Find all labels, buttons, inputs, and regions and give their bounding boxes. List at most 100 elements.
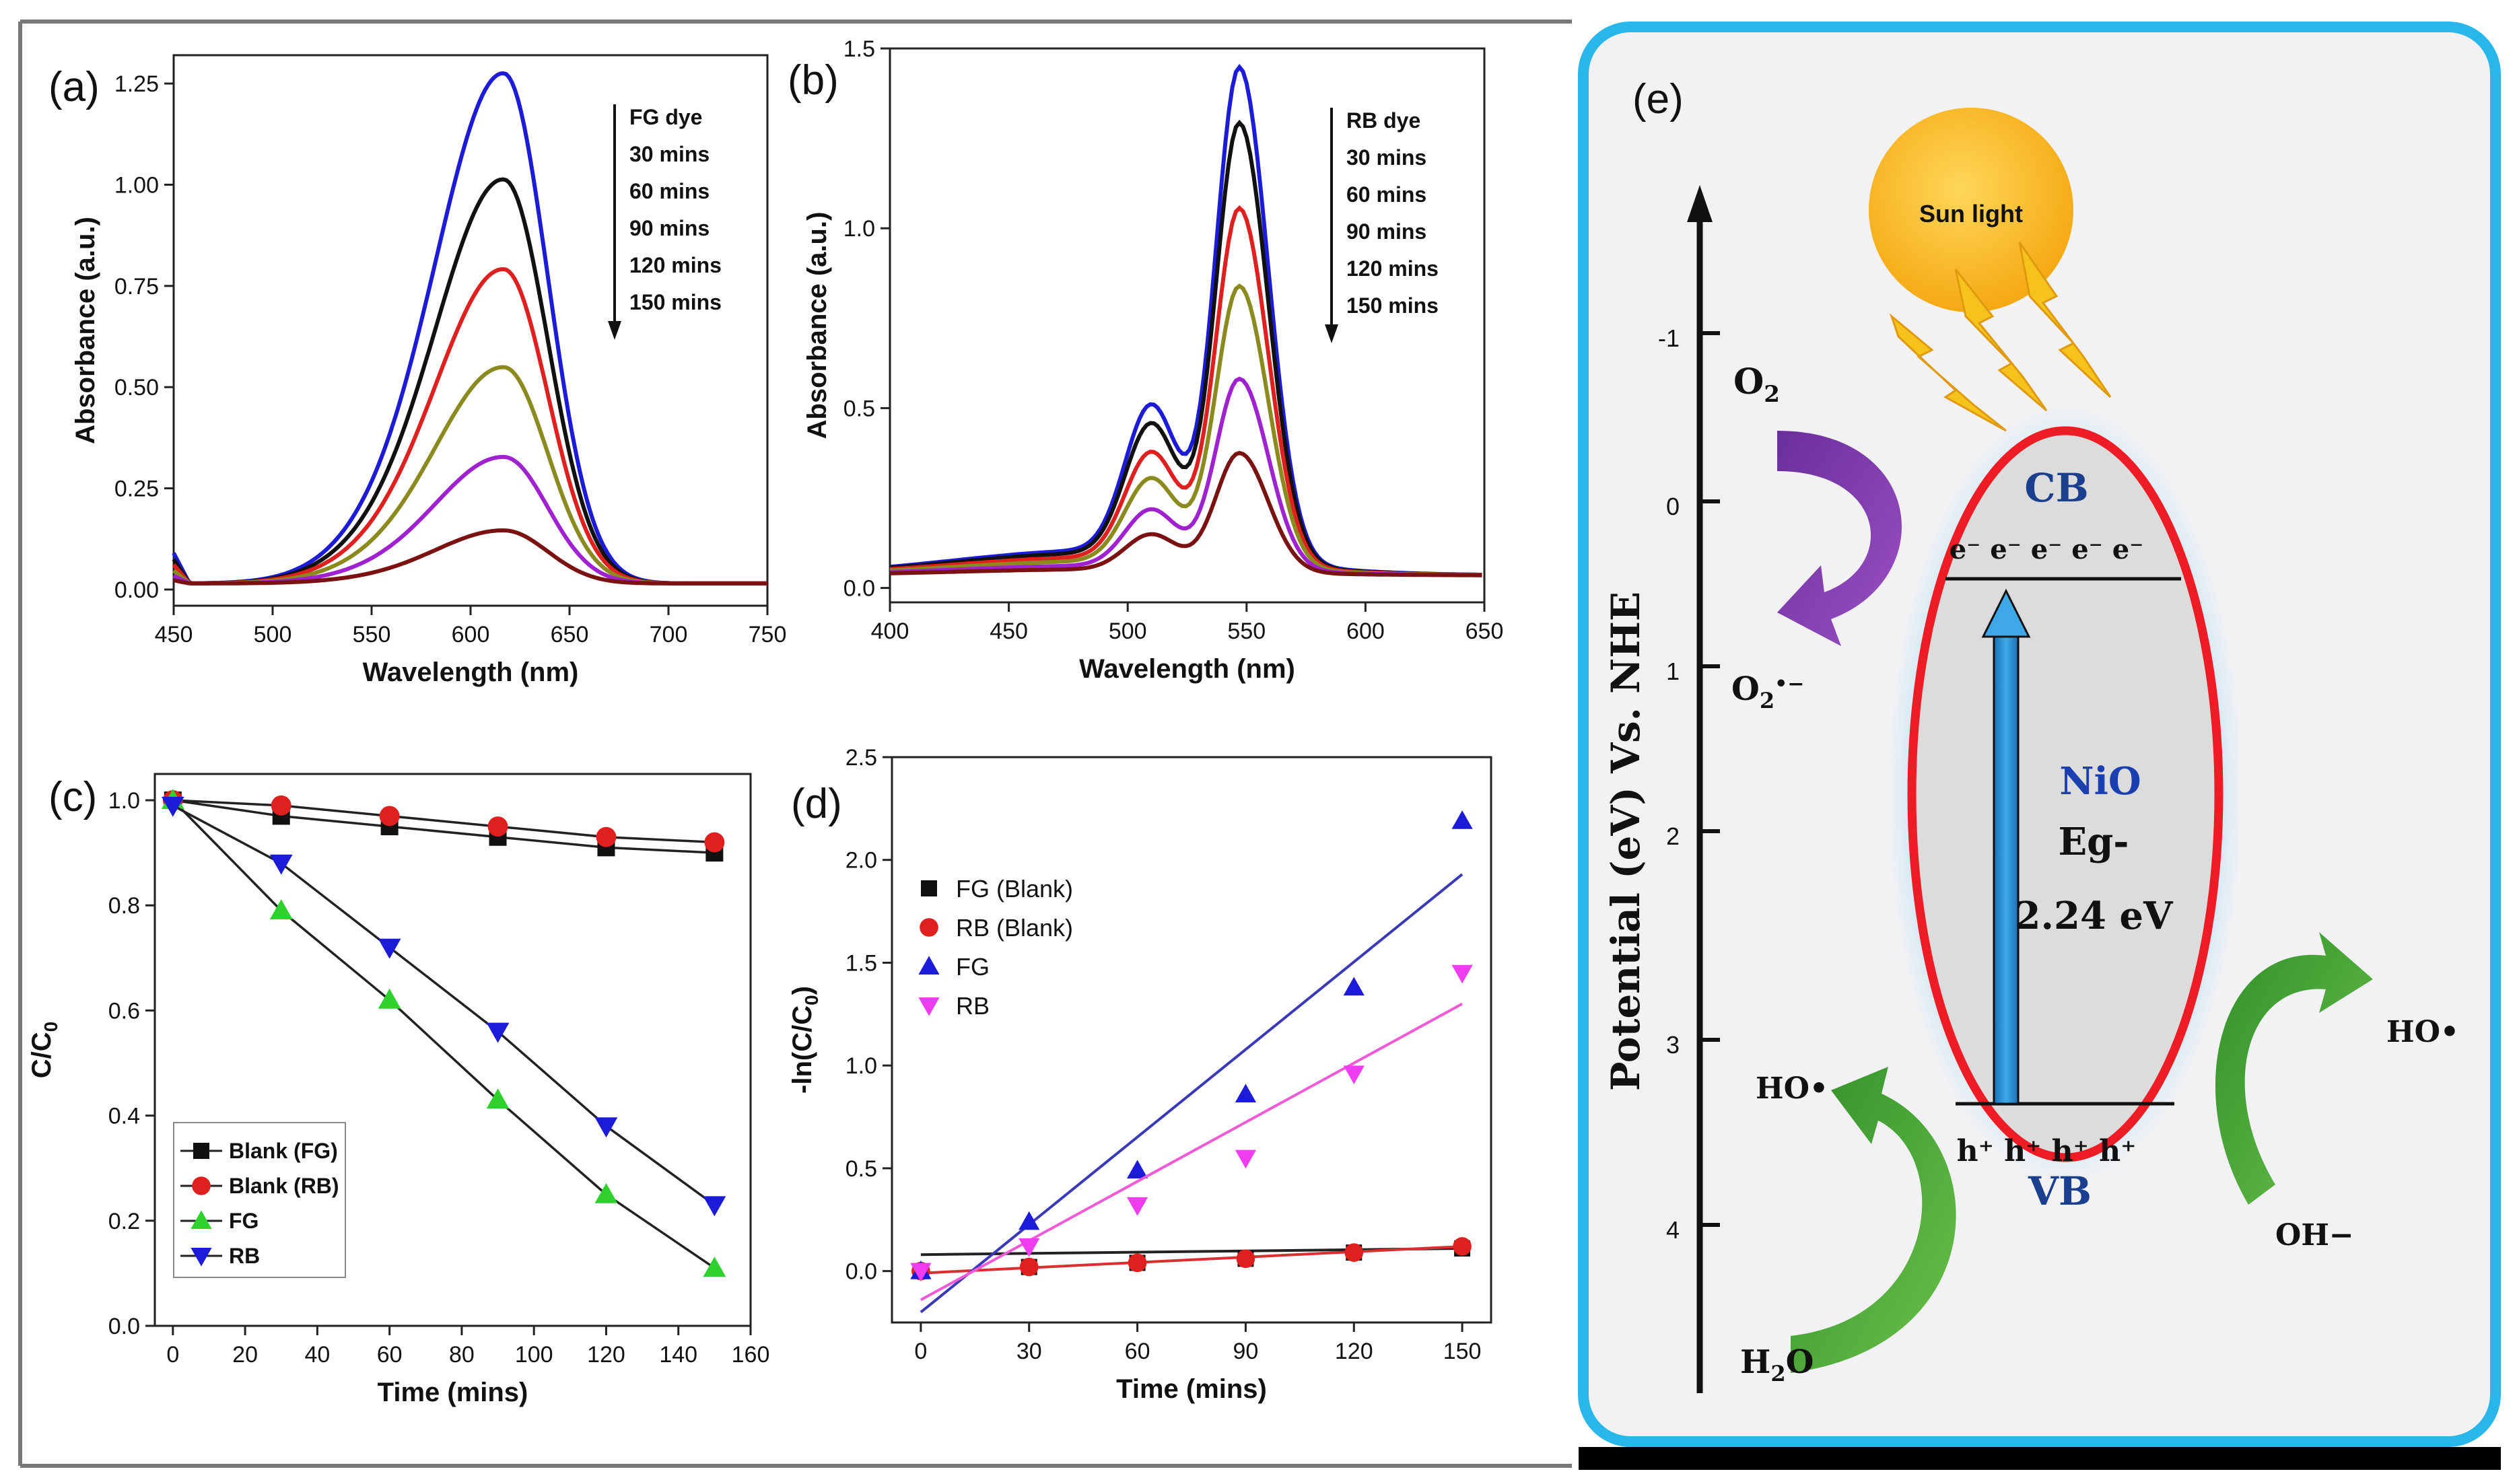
legend-marker [193,1143,209,1159]
y-axis-label: C/C0 [27,1022,61,1078]
legend-marker [920,918,938,937]
vb-label: VB [2028,1168,2092,1214]
series-line [172,799,715,854]
x-tick-label: 600 [452,622,490,647]
data-point [703,1257,726,1277]
x-axis-label: Wavelength (nm) [1079,654,1295,684]
time-annotation-label: 90 mins [1346,219,1426,244]
series-line [172,799,716,1269]
chart-c-concentration: 0 20 40 60 80 100 120 140 160 0.0 0.2 0.4 0.6 0.8 1.0 T… [27,773,770,1407]
legend-label: FG [956,953,990,981]
plot-frame [889,47,1486,604]
potential-tick-label: 3 [1666,1031,1680,1059]
data-point [1343,1065,1365,1084]
data-point [1235,1150,1257,1169]
data-point [161,796,184,817]
data-point [487,816,508,837]
x-tick-label: 700 [650,622,688,647]
fit-line [920,1002,1463,1302]
superoxide-label: O2•− [1731,670,1804,713]
y-tick-label: 2.5 [846,745,877,771]
x-tick-label: 450 [155,622,193,647]
oxygen-reduction-arrow [1777,431,1902,646]
potential-axis-ticks: -1 0 1 2 3 4 [1658,324,1720,1244]
time-annotation-label: 60 mins [1346,182,1426,207]
data-point [1126,1197,1148,1216]
y-tick-label: 0.75 [114,274,159,299]
y-axis-label-text: -ln(C/C [788,1005,817,1094]
potential-tick-label: 0 [1666,493,1680,520]
legend-marker [191,1248,212,1267]
y-axis-label: -ln(C/C0) [788,986,822,1094]
panel-label: (b) [788,57,839,104]
plot-frame [172,54,769,607]
y-tick-label: 1.0 [108,788,140,814]
y-tick-label: 1.25 [114,71,159,97]
time-annotation-label: 150 mins [1346,293,1439,318]
time-annotation-label: 30 mins [1346,145,1426,170]
legend-marker [918,997,940,1016]
legend-marker [191,1210,212,1229]
y-tick-label: 1.00 [114,172,159,198]
y-axis-label-end: ) [788,986,817,995]
y-axis-label-text: Absorbance (a.u.) [802,212,832,439]
legend-marker [921,880,937,896]
y-tick-label: 0.25 [114,476,159,502]
chart-d-kinetics: 0 30 60 90 120 150 0.0 0.5 1.0 1.5 2.0 2.5 Time (min… [788,745,1492,1404]
data-point [1343,977,1365,996]
series-line [172,804,716,1206]
legend-label: Blank (FG) [229,1139,338,1163]
y-tick-label: 1.0 [843,216,875,242]
spectrum-line-series [889,63,1482,577]
spectrum-line-series [172,454,767,586]
y-tick-label: 0.2 [108,1209,140,1234]
potential-tick-label: 4 [1666,1216,1680,1244]
y-tick-label: 2.0 [846,848,877,874]
time-annotation-label: RB dye [1346,108,1420,133]
y-axis-label: Absorbance (a.u.) [71,217,100,444]
time-annotation-label: 90 mins [629,216,710,240]
panel-label-e: (e) [1632,76,1684,122]
time-annotation-label: 30 mins [629,142,710,166]
x-tick-label: 60 [1125,1339,1150,1364]
data-point [1235,1084,1257,1102]
time-arrow-head [608,321,621,340]
potential-axis-arrowhead [1687,185,1713,222]
y-tick-label: 0.5 [843,396,875,421]
x-tick-label: 500 [254,622,292,647]
y-axis-label-text: C/C [27,1032,57,1078]
y-tick-label: 0.50 [114,375,159,400]
time-annotation-label: 120 mins [1346,256,1439,281]
time-annotation-label: 120 mins [629,253,722,277]
legend-label: RB [229,1244,260,1268]
x-tick-label: 0 [914,1339,927,1364]
x-tick-label: 650 [551,622,589,647]
spectrum-line-series [889,283,1482,577]
data-point [379,806,400,826]
x-axis-label: Time (mins) [378,1378,528,1407]
legend-label: Blank (RB) [229,1174,339,1198]
x-tick-label: 160 [732,1342,770,1368]
x-tick-label: 60 [377,1342,403,1368]
water-oxidation-arrow [1791,1067,1956,1373]
excitation-arrow-shaft [1993,631,2020,1105]
hydroxide-oxidation-arrow [2215,932,2373,1205]
plot-frame [891,756,1492,1324]
x-axis-label: Time (mins) [1116,1374,1267,1404]
potential-axis-label: Potential (eV) Vs. NHE [1603,592,1649,1091]
legend-label: RB (Blank) [956,914,1073,942]
chart-a-absorbance-fg: 450 500 550 600 650 700 750 0.00 0.25 0.50 0.75 1.0… [48,54,786,687]
data-point [486,1022,510,1043]
time-arrow-head [1325,324,1338,343]
y-axis-label-text: Absorbance (a.u.) [71,217,100,444]
legend-marker [192,1176,211,1195]
legend-label: RB [956,992,990,1020]
y-tick-label: 0.5 [846,1156,877,1182]
data-point [594,1117,618,1138]
data-point [704,832,725,853]
fit-line [920,1244,1463,1275]
excitation-arrow-head [1981,588,2031,638]
x-tick-label: 40 [304,1342,330,1368]
x-tick-label: 550 [353,622,391,647]
